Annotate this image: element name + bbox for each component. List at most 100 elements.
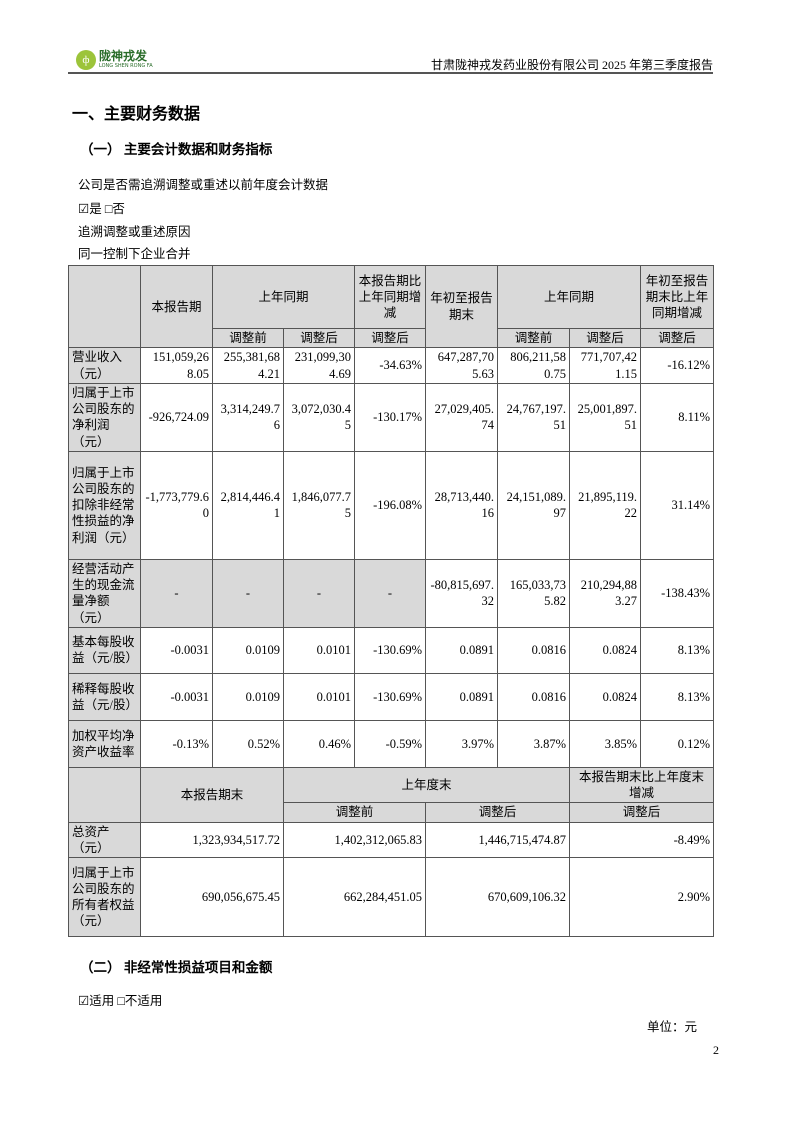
table-row: 归属于上市公司股东的扣除非经常性损益的净利润（元） -1,773,779.60 2,… bbox=[68, 450, 715, 560]
table-cell: 8.11% bbox=[640, 382, 715, 452]
header2-prior-year-end: 上年度末 bbox=[282, 766, 571, 804]
table-row: 稀释每股收益（元/股） -0.0031 0.0109 0.0101 -130.69% 0.… bbox=[68, 672, 715, 721]
table-cell: 647,287,705.63 bbox=[425, 347, 499, 384]
table-cell: 1,323,934,517.72 bbox=[140, 821, 284, 858]
table-cell: -8.49% bbox=[569, 821, 715, 858]
header-blank bbox=[68, 264, 141, 349]
unit-label: 单位：元 bbox=[646, 1020, 697, 1034]
reason-label: 追溯调整或重述原因 bbox=[78, 225, 191, 239]
financial-data-table: 本报告期 上年同期 本报告期比上年同期增减 年初至报告期末 上年同期 年初至报告… bbox=[68, 264, 715, 937]
table-cell: 8.13% bbox=[640, 672, 715, 721]
table-cell: 231,099,304.69 bbox=[282, 347, 356, 384]
table-cell: 1,402,312,065.83 bbox=[282, 821, 427, 858]
table-cell: -34.63% bbox=[354, 347, 427, 384]
table-cell: -130.69% bbox=[354, 626, 427, 674]
table-cell: -196.08% bbox=[354, 450, 427, 560]
header-divider bbox=[68, 72, 713, 74]
row-label: 营业收入（元） bbox=[68, 347, 141, 384]
section-title: 一、主要财务数据 bbox=[72, 106, 201, 123]
main-flow: 本报告期 上年同期 本报告期比上年同期增减 年初至报告期末 上年同期 年初至报告… bbox=[68, 264, 715, 1035]
subheader-after: 调整后 bbox=[282, 327, 356, 349]
subheader2-after: 调整后 bbox=[425, 802, 571, 823]
row-label: 基本每股收益（元/股） bbox=[68, 626, 141, 674]
table-row: 营业收入（元） 151,059,268.05 255,381,684.21 231,0… bbox=[68, 347, 715, 384]
reason-text: 同一控制下企业合并 bbox=[78, 247, 191, 261]
row-label: 加权平均净资产收益率 bbox=[68, 719, 141, 768]
table-cell: 0.46% bbox=[282, 719, 356, 768]
table-cell: 255,381,684.21 bbox=[212, 347, 284, 384]
subheader2-before: 调整前 bbox=[282, 802, 427, 823]
table-cell: 31.14% bbox=[640, 450, 715, 560]
table-cell: 27,029,405.74 bbox=[425, 382, 499, 452]
table-cell: -130.17% bbox=[354, 382, 427, 452]
header2-current-end: 本报告期末 bbox=[140, 766, 284, 823]
page-header: ф 陇神戎发 LONG SHEN RONG FA 甘肃陇神戎发药业股份有限公司 2… bbox=[68, 46, 713, 72]
header2-change: 本报告期末比上年度末增减 bbox=[569, 766, 715, 804]
table-row: 归属于上市公司股东的净利润（元） -926,724.09 3,314,249.76 3… bbox=[68, 382, 715, 452]
table-row: 经营活动产生的现金流量净额（元） - - - - -80,815,697.32 165,03… bbox=[68, 558, 715, 628]
logo-text: 陇神戎发 bbox=[99, 49, 148, 63]
row-label: 经营活动产生的现金流量净额（元） bbox=[68, 558, 141, 628]
table-cell: 0.0816 bbox=[497, 626, 571, 674]
table-cell: 0.0109 bbox=[212, 626, 284, 674]
table-cell: -138.43% bbox=[640, 558, 715, 628]
page-number: 2 bbox=[713, 1043, 719, 1057]
table-cell: - bbox=[212, 558, 284, 628]
table-cell: 21,895,119.22 bbox=[569, 450, 642, 560]
row-label: 稀释每股收益（元/股） bbox=[68, 672, 141, 721]
subheader-after: 调整后 bbox=[640, 327, 715, 349]
table-cell: 151,059,268.05 bbox=[140, 347, 213, 384]
table-cell: - bbox=[282, 558, 356, 628]
table-cell: 0.52% bbox=[212, 719, 284, 768]
table-cell: 806,211,580.75 bbox=[497, 347, 571, 384]
table-cell: 0.0824 bbox=[569, 626, 642, 674]
table-row: 基本每股收益（元/股） -0.0031 0.0109 0.0101 -130.69% 0.… bbox=[68, 626, 715, 674]
table-row: 归属于上市公司股东的所有者权益（元） 690,056,675.45 662,284,… bbox=[68, 857, 715, 937]
row-label: 归属于上市公司股东的净利润（元） bbox=[68, 382, 141, 452]
table-cell: 8.13% bbox=[640, 626, 715, 674]
table-cell: 3.87% bbox=[497, 719, 571, 768]
logo-icon: ф bbox=[76, 50, 96, 70]
table-cell: 3.97% bbox=[425, 719, 499, 768]
table-cell: 2.90% bbox=[569, 857, 715, 937]
table-row: 总资产（元） 1,323,934,517.72 1,402,312,065.83 1,… bbox=[68, 821, 715, 858]
table-cell: - bbox=[140, 558, 213, 628]
table-cell: 0.0101 bbox=[282, 672, 356, 721]
restatement-options: ☑是 □否 bbox=[78, 202, 125, 216]
table-cell: 0.0891 bbox=[425, 626, 499, 674]
subheader2-change-after: 调整后 bbox=[569, 802, 715, 823]
table-cell: 0.12% bbox=[640, 719, 715, 768]
table-cell: 1,846,077.75 bbox=[282, 450, 356, 560]
table-cell: 25,001,897.51 bbox=[569, 382, 642, 452]
row-label: 归属于上市公司股东的所有者权益（元） bbox=[68, 857, 141, 937]
table-cell: 24,767,197.51 bbox=[497, 382, 571, 452]
table-cell: 28,713,440.16 bbox=[425, 450, 499, 560]
header-change: 本报告期比上年同期增减 bbox=[354, 265, 427, 329]
subsection-title-1: （一） 主要会计数据和财务指标 bbox=[80, 142, 273, 157]
header-ytd: 年初至报告期末 bbox=[425, 264, 499, 349]
table-cell: -16.12% bbox=[640, 347, 715, 384]
table-cell: 690,056,675.45 bbox=[140, 857, 284, 937]
row-label: 总资产（元） bbox=[68, 821, 141, 858]
table-cell: 165,033,735.82 bbox=[497, 558, 571, 628]
table-cell: 1,446,715,474.87 bbox=[425, 821, 571, 858]
table-cell: 0.0891 bbox=[425, 672, 499, 721]
table-cell: -926,724.09 bbox=[140, 382, 213, 452]
table-cell: 3.85% bbox=[569, 719, 642, 768]
subsection-title-2: （二） 非经常性损益项目和金额 bbox=[80, 960, 273, 975]
table-cell: 24,151,089.97 bbox=[497, 450, 571, 560]
logo-subtext: LONG SHEN RONG FA bbox=[99, 63, 153, 69]
table-cell: 3,314,249.76 bbox=[212, 382, 284, 452]
table-cell: 771,707,421.15 bbox=[569, 347, 642, 384]
table-cell: 0.0109 bbox=[212, 672, 284, 721]
row-label: 归属于上市公司股东的扣除非经常性损益的净利润（元） bbox=[68, 450, 141, 560]
table-cell: -0.0031 bbox=[140, 626, 213, 674]
header-prior: 上年同期 bbox=[211, 265, 356, 329]
header2-blank bbox=[68, 766, 141, 823]
table-cell: -80,815,697.32 bbox=[425, 558, 499, 628]
subheader-after: 调整后 bbox=[354, 327, 427, 349]
table-row: 加权平均净资产收益率 -0.13% 0.52% 0.46% -0.59% 3.97% 3.8… bbox=[68, 719, 715, 768]
header-prior-ytd: 上年同期 bbox=[497, 265, 642, 329]
table-cell: -0.59% bbox=[354, 719, 427, 768]
